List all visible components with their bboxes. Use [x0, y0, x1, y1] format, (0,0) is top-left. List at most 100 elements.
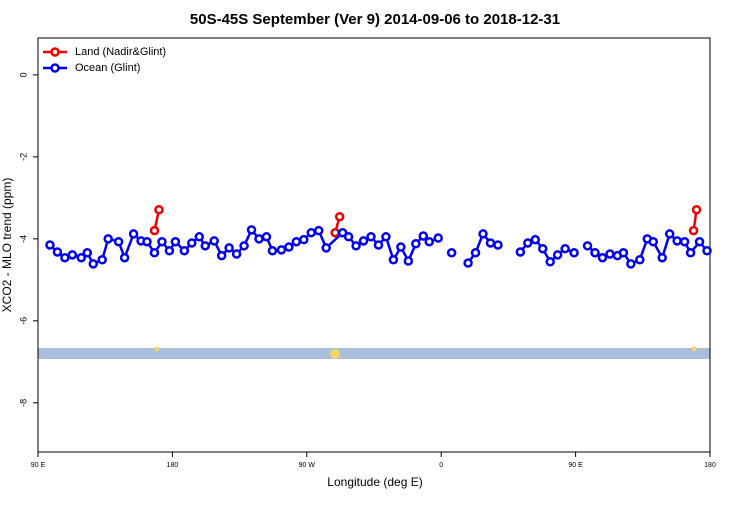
point [433, 233, 443, 243]
point [276, 245, 287, 255]
point [154, 204, 164, 215]
point [88, 259, 99, 269]
point [343, 232, 354, 242]
point [103, 234, 113, 244]
point [67, 250, 78, 260]
x-tick-label: 90 E [31, 462, 46, 469]
point [597, 252, 608, 263]
point [657, 252, 667, 263]
point [284, 242, 294, 252]
point [334, 211, 345, 222]
point [128, 229, 139, 239]
x-tick-label: 0 [439, 462, 443, 469]
mask-dot [691, 346, 697, 352]
point [530, 234, 541, 245]
legend-marker [50, 63, 60, 73]
point [170, 236, 181, 247]
x-tick-label: 180 [704, 462, 716, 469]
point [463, 258, 473, 268]
point [618, 248, 629, 258]
point [97, 255, 107, 265]
legend-label: Ocean (Glint) [75, 62, 140, 74]
point [337, 227, 348, 238]
point [246, 225, 257, 235]
mask-band [38, 348, 710, 359]
mask-dot [330, 349, 340, 359]
point [187, 238, 197, 248]
legend-label: Land (Nadir&Glint) [75, 46, 166, 58]
y-tick-label: -6 [18, 317, 28, 325]
point [569, 248, 579, 258]
point [149, 248, 160, 258]
point [388, 255, 399, 265]
point [672, 236, 682, 246]
point [76, 252, 87, 263]
point [605, 249, 615, 259]
point [691, 204, 702, 215]
point [267, 245, 278, 256]
point [685, 248, 696, 258]
point [149, 225, 160, 236]
point [291, 236, 302, 247]
x-tick-label: 90 E [568, 462, 583, 469]
chart-title: 50S-45S September (Ver 9) 2014-09-06 to … [190, 11, 560, 28]
point [590, 248, 600, 258]
mask-dot [154, 346, 160, 352]
point [702, 245, 712, 256]
point [179, 245, 190, 256]
point [381, 232, 391, 242]
point [231, 249, 242, 259]
point [157, 236, 167, 247]
point [485, 238, 496, 248]
point [142, 236, 152, 247]
plot-frame [37, 37, 711, 453]
point [635, 255, 645, 265]
point [424, 236, 435, 247]
point [261, 232, 272, 242]
point [351, 241, 361, 251]
point [200, 241, 211, 251]
point [552, 250, 563, 260]
point [446, 248, 457, 258]
point [358, 236, 369, 246]
point [209, 236, 219, 246]
y-tick-label: -2 [18, 153, 28, 161]
x-tick-label: 180 [167, 462, 179, 469]
point [330, 227, 340, 238]
point [679, 236, 690, 247]
point [299, 234, 309, 245]
point [515, 247, 526, 257]
series-line [153, 209, 698, 234]
y-tick-label: -4 [18, 235, 28, 243]
x-axis-label: Longitude (deg E) [327, 475, 422, 489]
point [45, 240, 55, 250]
x-tick-label: 90 W [299, 462, 316, 469]
point [373, 240, 384, 250]
point [626, 259, 636, 269]
point [537, 243, 548, 254]
legend-marker [50, 47, 60, 57]
point [224, 243, 234, 253]
point [82, 248, 93, 258]
point [396, 242, 406, 252]
y-tick-label: 0 [18, 72, 28, 77]
y-axis-label: XCO2 - MLO trend (ppm) [0, 178, 14, 313]
point [470, 248, 481, 258]
point [545, 257, 555, 267]
point [688, 225, 699, 236]
point [52, 247, 63, 257]
y-tick-label: -8 [18, 399, 28, 407]
point [254, 234, 264, 244]
point [313, 225, 324, 236]
point [560, 243, 570, 254]
point [582, 241, 593, 251]
point [239, 241, 249, 251]
point [694, 236, 705, 247]
point [216, 250, 227, 261]
point [648, 236, 659, 247]
point [403, 256, 414, 266]
point [194, 232, 205, 242]
point [418, 231, 429, 241]
point [60, 252, 70, 263]
